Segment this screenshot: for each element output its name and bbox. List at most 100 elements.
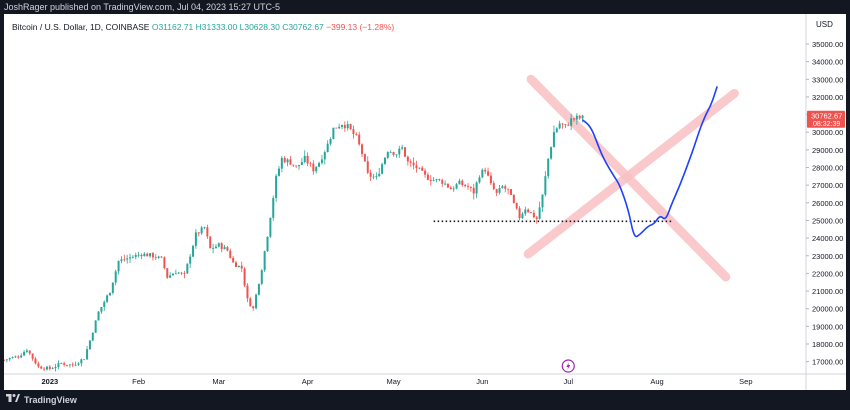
price-tag-box bbox=[807, 110, 845, 128]
candle-body bbox=[498, 188, 501, 193]
candle-body bbox=[349, 124, 352, 130]
y-tick-label: 25000.00 bbox=[812, 216, 843, 225]
candle-body bbox=[280, 158, 283, 169]
price-tag-countdown: 08:32:39 bbox=[813, 121, 840, 128]
candle-body bbox=[358, 134, 361, 145]
candle-body bbox=[260, 270, 263, 284]
currency-label: USD bbox=[816, 20, 833, 29]
candle-body bbox=[530, 212, 533, 214]
candle-body bbox=[538, 207, 541, 219]
candle-body bbox=[180, 272, 183, 274]
candle-body bbox=[23, 351, 26, 356]
candle-body bbox=[518, 208, 521, 219]
candle-body bbox=[289, 159, 292, 165]
candle-body bbox=[572, 118, 575, 120]
symbol-legend: Bitcoin / U.S. Dollar, 1D, COINBASE O311… bbox=[12, 22, 394, 32]
y-tick-label: 23000.00 bbox=[812, 252, 843, 261]
lightning-icon bbox=[566, 362, 571, 370]
candle-body bbox=[77, 363, 80, 365]
candlestick-chart[interactable]: 35000.0034000.0033000.0032000.0031000.00… bbox=[4, 14, 846, 390]
candle-body bbox=[403, 147, 407, 157]
candle-body bbox=[524, 209, 527, 214]
candle-body bbox=[495, 189, 498, 193]
candle-body bbox=[320, 159, 323, 163]
candle-body bbox=[4, 359, 6, 361]
candle-body bbox=[383, 157, 386, 165]
y-tick-label: 18000.00 bbox=[812, 340, 843, 349]
candle-body bbox=[578, 115, 581, 119]
candle-body bbox=[295, 165, 298, 167]
candle-body bbox=[340, 125, 343, 127]
candle-body bbox=[435, 179, 438, 181]
candle-body bbox=[475, 182, 478, 194]
candle-body bbox=[532, 212, 535, 218]
candle-body bbox=[421, 167, 424, 171]
candle-body bbox=[401, 147, 404, 149]
candle-body bbox=[312, 163, 315, 172]
candle-body bbox=[335, 127, 338, 129]
candle-body bbox=[446, 183, 449, 188]
candle-body bbox=[455, 184, 458, 189]
candle-body bbox=[378, 173, 381, 177]
candle-body bbox=[232, 257, 235, 263]
candle-body bbox=[467, 186, 470, 187]
candle-body bbox=[507, 188, 510, 190]
high-value: H31333.00 bbox=[195, 22, 238, 32]
candle-body bbox=[103, 301, 106, 308]
candle-body bbox=[86, 349, 89, 360]
candle-body bbox=[501, 186, 504, 189]
candle-body bbox=[166, 268, 169, 278]
y-tick-label: 33000.00 bbox=[812, 75, 843, 84]
x-tick-label: May bbox=[386, 377, 400, 386]
candle-body bbox=[303, 155, 306, 163]
candle-body bbox=[83, 359, 86, 361]
candle-body bbox=[444, 183, 447, 185]
candle-body bbox=[217, 243, 220, 247]
candle-body bbox=[34, 358, 37, 364]
candle-body bbox=[581, 115, 584, 119]
candle-body bbox=[521, 213, 524, 219]
candle-body bbox=[154, 257, 157, 259]
candle-body bbox=[120, 259, 123, 261]
candle-body bbox=[94, 320, 97, 333]
candle-body bbox=[255, 294, 258, 309]
candle-body bbox=[20, 355, 23, 358]
brand-name[interactable]: TradingView bbox=[24, 395, 77, 405]
tradingview-logo-icon[interactable] bbox=[6, 394, 20, 405]
publisher-bar: JoshRager published on TradingView.com, … bbox=[0, 0, 850, 14]
x-tick-label: Aug bbox=[650, 377, 663, 386]
candle-body bbox=[323, 152, 326, 160]
candle-body bbox=[192, 245, 195, 257]
candle-body bbox=[275, 175, 278, 198]
candle-body bbox=[108, 292, 111, 296]
candle-body bbox=[129, 257, 132, 259]
candle-body bbox=[375, 176, 378, 177]
candle-body bbox=[366, 161, 369, 173]
candle-body bbox=[315, 166, 318, 172]
y-tick-label: 29000.00 bbox=[812, 146, 843, 155]
candle-body bbox=[472, 187, 475, 194]
y-tick-label: 27000.00 bbox=[812, 181, 843, 190]
candle-body bbox=[481, 169, 484, 178]
candle-body bbox=[541, 194, 544, 208]
candle-body bbox=[338, 126, 341, 129]
candle-body bbox=[346, 124, 349, 129]
candle-body bbox=[412, 162, 415, 166]
candle-body bbox=[269, 217, 272, 237]
candle-body bbox=[186, 263, 189, 274]
candle-body bbox=[352, 129, 355, 134]
candle-body bbox=[306, 155, 309, 164]
candle-body bbox=[151, 253, 154, 258]
candle-body bbox=[80, 359, 83, 364]
candle-body bbox=[326, 143, 329, 153]
candle-body bbox=[197, 232, 200, 234]
candle-body bbox=[426, 174, 429, 180]
candle-body bbox=[535, 217, 538, 219]
candle-body bbox=[246, 285, 249, 299]
x-tick-label: Apr bbox=[302, 377, 314, 386]
chart-panel[interactable]: 35000.0034000.0033000.0032000.0031000.00… bbox=[4, 14, 846, 390]
candle-body bbox=[146, 253, 149, 257]
candle-body bbox=[111, 282, 114, 293]
y-tick-label: 35000.00 bbox=[812, 40, 843, 49]
